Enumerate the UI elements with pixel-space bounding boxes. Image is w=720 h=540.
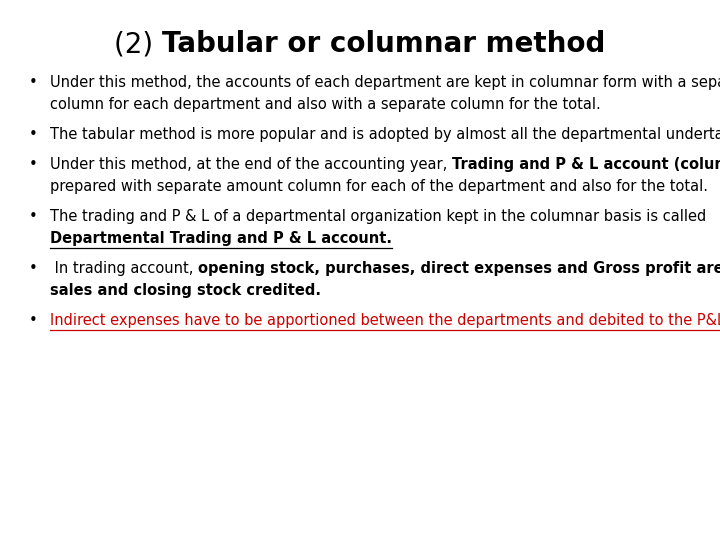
Text: Tabular or columnar method: Tabular or columnar method bbox=[162, 30, 606, 58]
Text: Under this method, at the end of the accounting year,: Under this method, at the end of the acc… bbox=[50, 157, 452, 172]
Text: Trading and P & L account (columnar) is: Trading and P & L account (columnar) is bbox=[452, 157, 720, 172]
Text: In trading account,: In trading account, bbox=[50, 261, 199, 276]
Text: •: • bbox=[29, 127, 37, 142]
Text: Under this method, the accounts of each department are kept in columnar form wit: Under this method, the accounts of each … bbox=[50, 75, 720, 90]
Text: Departmental Trading and P & L account.: Departmental Trading and P & L account. bbox=[50, 231, 392, 246]
Text: sales and closing stock credited.: sales and closing stock credited. bbox=[50, 283, 321, 298]
Text: •: • bbox=[29, 157, 37, 172]
Text: opening stock, purchases, direct expenses and Gross profit are debited and: opening stock, purchases, direct expense… bbox=[199, 261, 720, 276]
Text: •: • bbox=[29, 75, 37, 90]
Text: •: • bbox=[29, 313, 37, 328]
Text: prepared with separate amount column for each of the department and also for the: prepared with separate amount column for… bbox=[50, 179, 708, 194]
Text: •: • bbox=[29, 261, 37, 276]
Text: (2): (2) bbox=[114, 30, 162, 58]
Text: Indirect expenses have to be apportioned between the departments and debited to : Indirect expenses have to be apportioned… bbox=[50, 313, 720, 328]
Text: The trading and P & L of a departmental organization kept in the columnar basis : The trading and P & L of a departmental … bbox=[50, 209, 706, 224]
Text: The tabular method is more popular and is adopted by almost all the departmental: The tabular method is more popular and i… bbox=[50, 127, 720, 142]
Text: •: • bbox=[29, 209, 37, 224]
Text: column for each department and also with a separate column for the total.: column for each department and also with… bbox=[50, 97, 601, 112]
